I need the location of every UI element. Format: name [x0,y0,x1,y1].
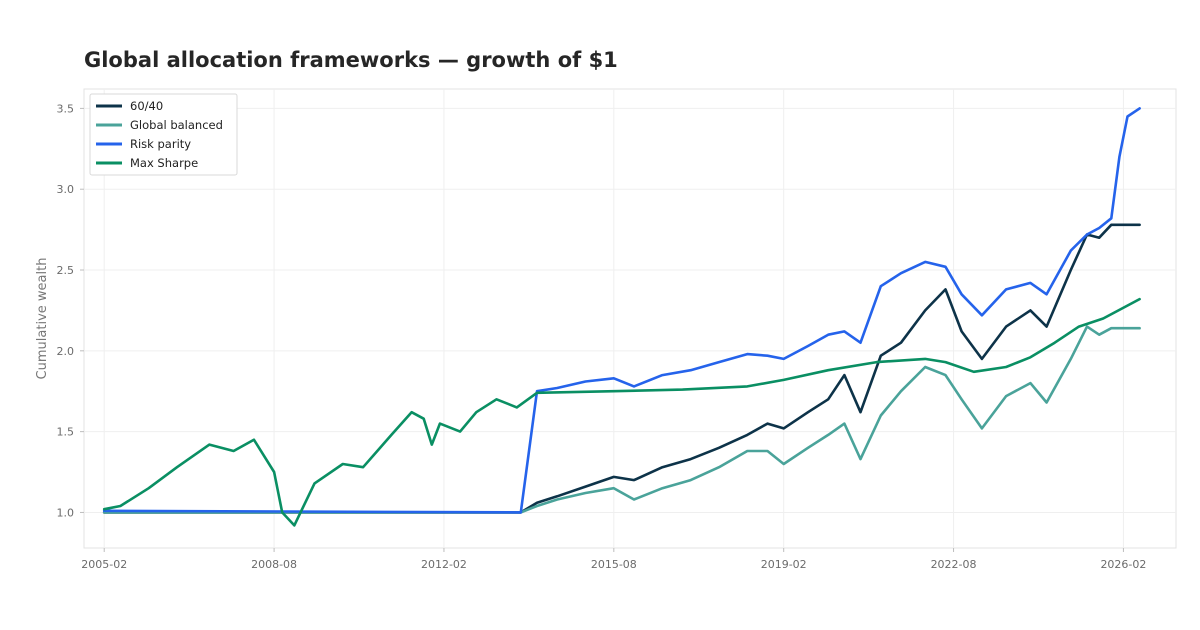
chart-title: Global allocation frameworks — growth of… [84,48,618,72]
y-tick-label: 1.0 [57,506,75,519]
legend-box [89,93,238,176]
x-tick-label: 2022-08 [931,558,977,571]
y-tick-label: 3.5 [57,102,75,115]
legend-label: Risk parity [130,137,191,151]
series-line-4 [102,297,1141,527]
series-line-1 [102,223,1141,514]
legend-label: 60/40 [130,99,163,113]
plot-area [83,88,1177,549]
series-line-2 [102,325,1141,514]
y-tick-label: 1.5 [57,426,75,439]
x-tick-label: 2005-02 [81,558,127,571]
y-tick-label: 3.0 [57,183,75,196]
x-tick-label: 2026-02 [1100,558,1146,571]
y-tick-label: 2.0 [57,345,75,358]
x-tick-label: 2015-08 [591,558,637,571]
x-tick-label: 2008-08 [251,558,297,571]
x-tick-label: 2012-02 [421,558,467,571]
x-tick-label: 2019-02 [761,558,807,571]
legend-label: Global balanced [130,118,223,132]
y-axis-label: Cumulative wealth [35,258,50,380]
y-tick-label: 2.5 [57,264,75,277]
series-line-3 [102,107,1141,514]
legend-label: Max Sharpe [130,156,198,170]
